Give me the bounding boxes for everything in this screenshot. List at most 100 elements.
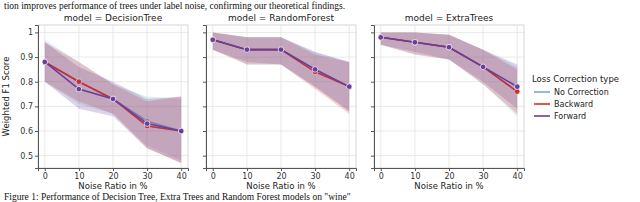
x-tick: 30: [310, 168, 320, 181]
grid-line-x: [315, 25, 316, 168]
series-marker: [42, 59, 48, 65]
series-marker: [514, 84, 520, 90]
y-tick-mark: [35, 156, 38, 157]
series-marker: [480, 64, 486, 70]
y-tick-label: 1: [28, 28, 33, 37]
x-tick-label: 10: [410, 172, 420, 181]
x-tick-mark: [213, 168, 214, 171]
x-tick: 30: [142, 168, 152, 181]
y-tick: [203, 106, 206, 107]
panel: 010203040 model = ExtraTrees Noise Ratio i…: [371, 13, 525, 191]
legend-swatch: [534, 103, 550, 105]
x-axis: 010203040: [375, 168, 525, 181]
series-marker: [480, 64, 486, 70]
y-tick-label: 0.8: [20, 78, 33, 87]
y-tick-mark: [203, 32, 206, 33]
series-marker: [42, 59, 48, 65]
series-marker: [312, 67, 318, 73]
series-line: [213, 40, 349, 87]
series-marker: [278, 47, 284, 53]
confidence-band: [381, 32, 517, 116]
series-marker: [178, 128, 184, 134]
series-marker: [244, 47, 250, 53]
x-tick-mark: [113, 168, 114, 171]
series-line: [381, 37, 517, 86]
x-tick-label: 0: [211, 172, 216, 181]
series-marker: [110, 96, 116, 102]
y-tick-mark: [371, 106, 374, 107]
x-tick-mark: [315, 168, 316, 171]
x-tick: 10: [410, 168, 420, 181]
series-marker: [178, 128, 184, 134]
series-marker: [446, 44, 452, 50]
y-tick-label: 0.5: [20, 152, 33, 161]
x-tick-mark: [415, 168, 416, 171]
x-tick-label: 10: [74, 172, 84, 181]
series-marker: [144, 121, 150, 127]
series-marker: [378, 35, 384, 41]
series-marker: [378, 35, 384, 41]
y-tick-mark: [203, 82, 206, 83]
panel-title: model = RandomForest: [228, 13, 335, 23]
legend-title: Loss Correction type: [532, 74, 619, 84]
x-axis-line: [39, 169, 189, 172]
y-tick: 0.5: [20, 152, 38, 161]
series-marker: [480, 64, 486, 70]
series-marker: [278, 47, 284, 53]
x-tick-mark: [483, 168, 484, 171]
y-tick-mark: [35, 82, 38, 83]
y-tick: [203, 82, 206, 83]
x-axis: 010203040: [207, 168, 357, 181]
x-tick-mark: [79, 168, 80, 171]
series-marker: [210, 37, 216, 43]
y-tick-mark: [203, 131, 206, 132]
plot-frame: [206, 25, 356, 168]
x-axis-title: Noise Ratio in %: [414, 181, 483, 191]
plot-frame: [38, 25, 188, 168]
x-tick: 0: [43, 168, 48, 181]
chart-svg: 0102030400.50.60.70.80.91model = Decisio…: [0, 0, 640, 202]
y-tick-mark: [35, 57, 38, 58]
x-axis-line: [207, 169, 357, 172]
x-tick-mark: [281, 168, 282, 171]
series-marker: [378, 35, 384, 41]
x-tick-mark: [517, 168, 518, 171]
x-tick-label: 0: [43, 172, 48, 181]
y-axis-title: Weighted F1 Score: [1, 57, 11, 137]
series-marker: [210, 37, 216, 43]
plot-area: [210, 32, 352, 113]
annotation: Figure 1: Performance of Decision Tree, …: [4, 192, 351, 202]
y-axis-line: [35, 26, 39, 169]
x-tick-label: 40: [345, 172, 355, 181]
series-marker: [244, 47, 250, 53]
grid-line-x: [380, 25, 381, 168]
y-tick: [203, 131, 206, 132]
y-tick: [371, 106, 374, 107]
series-marker: [76, 86, 82, 92]
y-tick: 0.9: [20, 53, 38, 62]
panel: 010203040model = RandomForestNoise Ratio…: [203, 13, 357, 191]
panel-title: model = ExtraTrees: [405, 13, 494, 23]
x-axis-line: [375, 169, 525, 172]
series-marker: [346, 84, 352, 90]
grid-line-x: [483, 25, 484, 168]
x-tick: 40: [345, 168, 355, 181]
plot-background: [374, 25, 524, 168]
series-marker: [244, 47, 250, 53]
x-tick: 20: [108, 168, 118, 181]
y-tick: 1: [28, 28, 38, 37]
y-axis: 0.50.60.70.80.91: [20, 26, 38, 169]
y-axis-line: [203, 26, 207, 169]
legend-label: Forward: [554, 112, 586, 121]
y-tick-mark: [35, 106, 38, 107]
y-axis: [371, 26, 375, 169]
confidence-band: [381, 32, 517, 113]
y-tick: [371, 156, 374, 157]
series-marker: [278, 47, 284, 53]
panel: 0102030400.50.60.70.80.91model = Decisio…: [1, 13, 189, 191]
grid: [374, 25, 524, 168]
x-tick-mark: [381, 168, 382, 171]
confidence-band: [213, 32, 349, 111]
y-tick-mark: [371, 32, 374, 33]
y-tick: [203, 32, 206, 33]
